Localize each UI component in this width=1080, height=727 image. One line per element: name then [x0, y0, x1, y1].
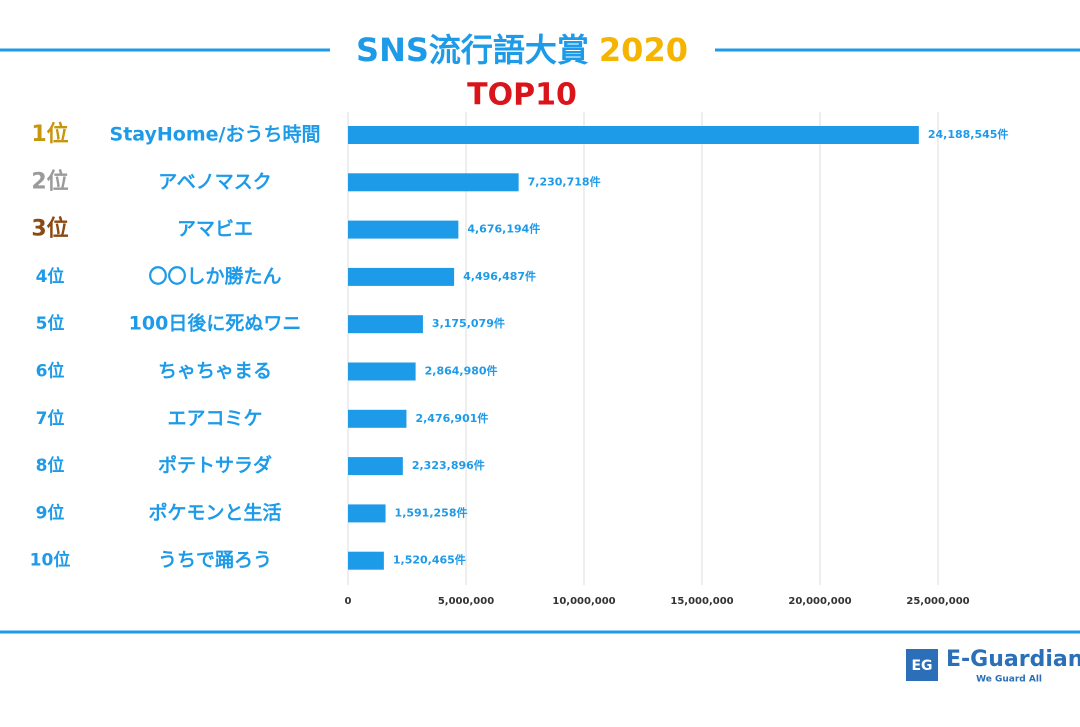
bar	[348, 362, 416, 381]
rank-label: 7位	[36, 408, 65, 429]
bar	[348, 126, 919, 144]
rank-label: 10位	[30, 550, 71, 571]
rank-label: 8位	[36, 455, 65, 476]
rank-label: 9位	[36, 502, 65, 523]
value-label: 1,520,465件	[393, 553, 466, 567]
value-label: 24,188,545件	[928, 127, 1009, 141]
title-year: 2020	[599, 31, 688, 69]
value-label: 2,864,980件	[425, 364, 498, 378]
category-label: 100日後に死ぬワニ	[129, 312, 302, 335]
value-label: 2,476,901件	[415, 411, 488, 425]
title-text: SNS流行語大賞	[356, 31, 589, 69]
value-label: 1,591,258件	[395, 505, 468, 519]
x-tick-label: 20,000,000	[788, 596, 851, 607]
x-tick-label: 0	[345, 596, 352, 607]
bar	[348, 220, 459, 239]
logo-icon-box	[906, 649, 938, 681]
category-label: エアコミケ	[167, 407, 262, 429]
rank-label: 1位	[31, 121, 68, 147]
value-label: 2,323,896件	[412, 458, 485, 472]
category-label: 〇〇しか勝たん	[148, 264, 281, 287]
bar	[348, 504, 386, 523]
logo-icon: EG	[911, 658, 932, 674]
value-label: 7,230,718件	[528, 174, 601, 188]
rank-label: 5位	[36, 313, 65, 334]
category-label: アベノマスク	[158, 171, 272, 193]
rank-label: 3位	[31, 216, 68, 242]
category-label: StayHome/おうち時間	[110, 124, 321, 146]
x-tick-label: 5,000,000	[438, 596, 494, 607]
subtitle: TOP10	[467, 78, 577, 113]
x-tick-label: 10,000,000	[552, 596, 615, 607]
bar	[348, 315, 423, 334]
x-tick-label: 15,000,000	[670, 596, 733, 607]
bar	[348, 409, 407, 428]
chart-title: SNS流行語大賞 2020	[356, 31, 688, 69]
rank-label: 6位	[36, 361, 65, 382]
logo-name: E-Guardian	[946, 647, 1080, 672]
x-tick-label: 25,000,000	[906, 596, 969, 607]
category-label: ちゃちゃまる	[158, 360, 272, 382]
bar	[348, 173, 519, 192]
category-label: ポケモンと生活	[148, 501, 281, 524]
value-label: 4,496,487件	[463, 269, 536, 283]
value-label: 4,676,194件	[467, 222, 540, 236]
bar	[348, 551, 384, 570]
bar	[348, 457, 403, 476]
value-label: 3,175,079件	[432, 316, 505, 330]
rank-label: 2位	[31, 168, 68, 194]
category-label: アマビエ	[177, 218, 253, 240]
logo-tagline: We Guard All	[976, 675, 1042, 685]
bar	[348, 267, 455, 286]
category-label: ポテトサラダ	[158, 454, 272, 477]
category-label: うちで踊ろう	[158, 549, 272, 571]
rank-label: 4位	[36, 266, 65, 287]
